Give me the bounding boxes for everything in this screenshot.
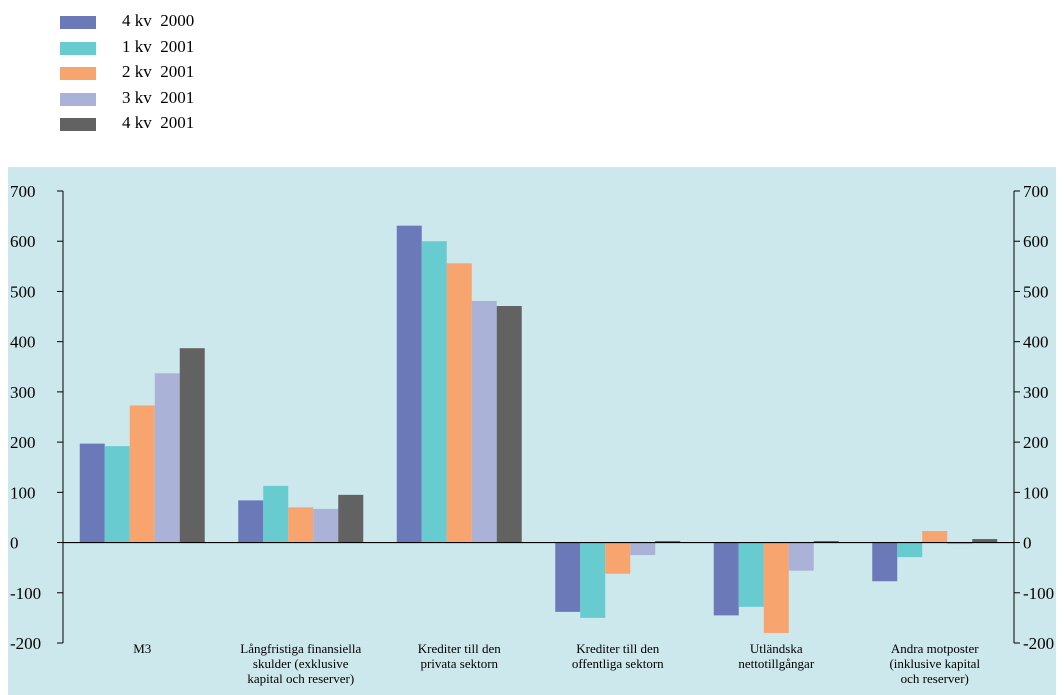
y-tick-label-right: 300 — [1023, 383, 1049, 402]
y-tick-label-right: 0 — [1023, 534, 1032, 553]
y-tick-label-right: 700 — [1023, 182, 1049, 201]
category-label-line: och reserver) — [901, 671, 969, 686]
legend-swatch — [60, 41, 96, 55]
bar — [313, 508, 339, 543]
bar — [179, 348, 205, 543]
bar — [421, 241, 447, 543]
legend-label: 4 kv 2000 — [122, 11, 195, 30]
y-tick-label-left: 200 — [10, 433, 36, 452]
y-tick-label-left: 600 — [10, 232, 36, 251]
category-label-line: offentliga sektorn — [572, 656, 664, 671]
bar — [154, 373, 180, 543]
category-label: M3 — [133, 641, 151, 656]
category-label-line: Krediter till den — [576, 641, 660, 656]
y-tick-label-left: 500 — [10, 282, 36, 301]
bar — [580, 542, 606, 618]
y-tick-label-left: 700 — [10, 182, 36, 201]
legend-swatch — [60, 67, 96, 80]
category-label-line: M3 — [133, 641, 151, 656]
bar — [813, 541, 839, 543]
legend-swatch — [60, 118, 96, 131]
category-label-line: kapital och reserver) — [247, 671, 354, 686]
bar — [972, 539, 998, 543]
category-label: Utländska nettotillgångar — [738, 641, 814, 671]
y-tick-label-right: 100 — [1023, 483, 1049, 502]
category-label: Krediter till den privata sektorn — [418, 641, 502, 671]
bar — [238, 500, 264, 543]
category-label-line: Utländska — [750, 641, 803, 656]
bar — [605, 542, 631, 574]
y-tick-label-right: -200 — [1023, 634, 1054, 653]
category-label-line: Krediter till den — [418, 641, 502, 656]
bar — [446, 263, 472, 543]
y-tick-label-left: 0 — [10, 534, 19, 553]
y-tick-label-right: 200 — [1023, 433, 1049, 452]
y-tick-label-left: -200 — [10, 634, 41, 653]
y-tick-label-right: 500 — [1023, 282, 1049, 301]
bar — [763, 542, 789, 633]
legend-swatch — [60, 92, 96, 106]
y-tick-label-left: -100 — [10, 584, 41, 603]
bar — [396, 225, 422, 543]
bar — [897, 542, 923, 558]
bar — [496, 306, 522, 543]
bar — [655, 541, 681, 543]
bar — [104, 446, 130, 543]
bar — [555, 542, 581, 612]
bar — [263, 485, 289, 543]
bar — [129, 405, 155, 543]
category-label-line: Långfristiga finansiella — [240, 641, 361, 656]
y-tick-label-right: -100 — [1023, 584, 1054, 603]
category-label: Långfristiga finansiella skulder (exklusi… — [240, 641, 361, 686]
bar — [872, 542, 898, 582]
category-label-line: Andra motposter — [891, 641, 979, 656]
bar — [922, 531, 948, 543]
y-tick-label-right: 600 — [1023, 232, 1049, 251]
bar — [471, 300, 497, 543]
legend-label: 3 kv 2001 — [122, 87, 195, 107]
legend-label: 4 kv 2001 — [122, 113, 195, 132]
legend-label: 2 kv 2001 — [122, 62, 195, 81]
y-tick-label-right: 400 — [1023, 333, 1049, 352]
bar — [738, 542, 764, 607]
y-tick-label-left: 100 — [10, 483, 36, 502]
category-label: Andra motposter (inklusive kapital och res… — [889, 641, 980, 686]
category-label-line: skulder (exklusive — [253, 656, 349, 671]
bar — [630, 542, 656, 556]
bar — [713, 542, 739, 616]
category-label-line: privata sektorn — [420, 656, 498, 671]
category-label-line: (inklusive kapital — [889, 656, 980, 671]
bar — [788, 542, 814, 571]
y-tick-label-left: 300 — [10, 383, 36, 402]
bar — [79, 443, 105, 543]
y-tick-label-left: 400 — [10, 333, 36, 352]
category-label-line: nettotillgångar — [738, 656, 814, 671]
legend-swatch — [60, 16, 96, 29]
bar — [947, 542, 973, 545]
category-label: Krediter till den offentliga sektorn — [572, 641, 664, 671]
legend-label: 1 kv 2001 — [122, 36, 195, 56]
bar — [288, 507, 314, 543]
bar — [338, 494, 364, 543]
